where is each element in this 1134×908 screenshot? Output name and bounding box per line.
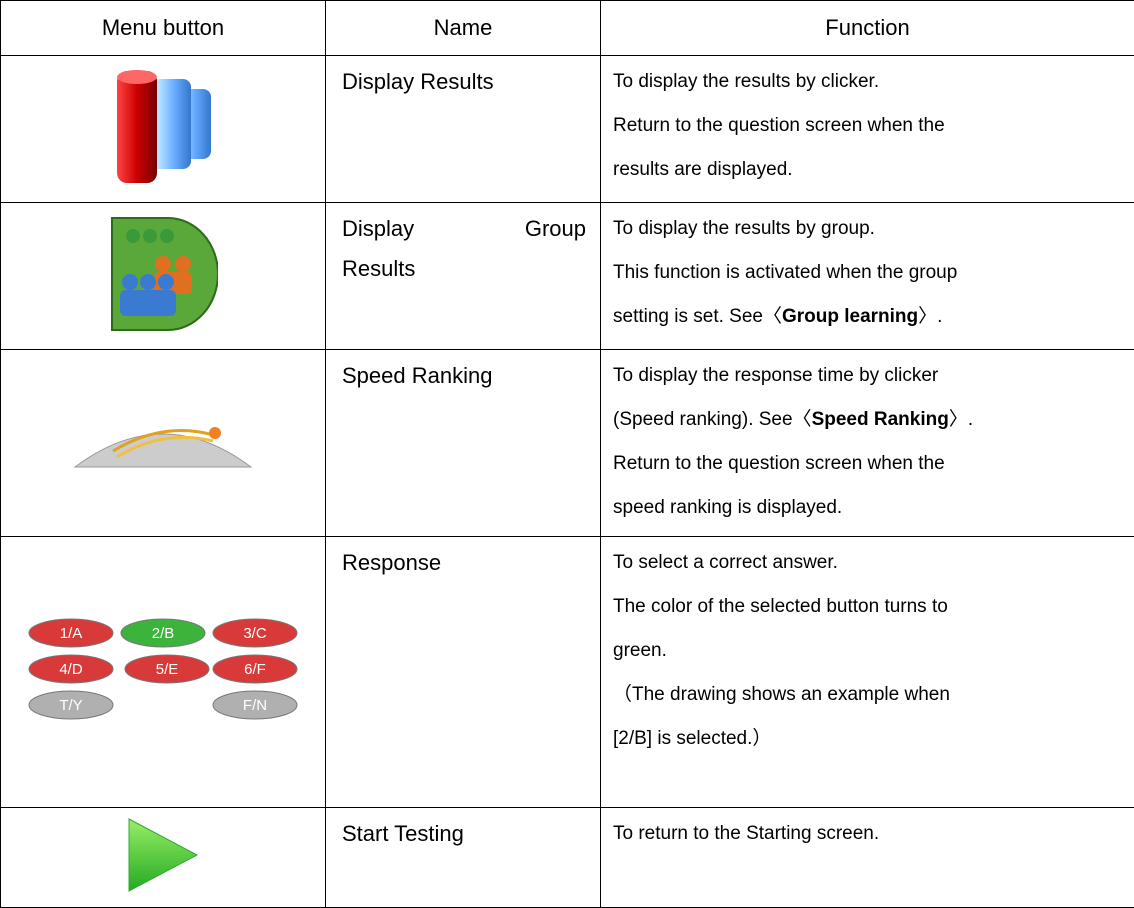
function-text: results are displayed. [613,159,793,180]
start-icon [123,815,203,895]
button-label: 2/B [152,624,175,641]
function-line: setting is set. See〈Group learning〉. [613,295,1124,339]
table-row: Display Results To display the results by… [1,56,1134,203]
function-line: [2/B] is selected.） [613,717,1124,761]
icon-cell [1,203,326,350]
header-cell: Name [326,1,601,56]
function-text: This function is activated when the grou… [613,262,957,283]
icon-cell [1,350,326,537]
function-text: 〉. [918,306,942,327]
function-line: speed ranking is displayed. [613,486,1124,530]
function-line: (Speed ranking). See〈Speed Ranking〉. [613,398,1124,442]
function-cell: To display the results by clicker. Return… [601,56,1134,203]
button-label: 1/A [60,624,83,641]
button-label: F/N [243,696,267,713]
function-text: （The drawing shows an example when [613,684,950,705]
function-text: Return to the question screen when the [613,453,945,474]
name-line: Display Group [342,209,586,249]
function-line: To display the response time by clicker [613,354,1124,398]
function-cell: To display the results by group. This fun… [601,203,1134,350]
function-text: (Speed ranking). See〈 [613,409,812,430]
name-cell: Start Testing [326,808,601,908]
function-cell: To select a correct answer. The color of … [601,537,1134,808]
header-cell: Menu button [1,1,326,56]
button-label: 4/D [59,660,83,677]
button-label: 3/C [243,624,267,641]
function-line: Return to the question screen when the [613,104,1124,148]
function-text: The color of the selected button turns t… [613,596,948,617]
table-body: Display Results To display the results by… [1,56,1134,908]
name-line: Results [342,249,586,289]
function-cell: To return to the Starting screen. [601,808,1134,908]
name-cell: Display Results [326,56,601,203]
button-label: 6/F [244,660,266,677]
function-text: To return to the Starting screen. [613,823,879,844]
page: Menu button Name Function Display Result… [0,0,1134,877]
function-text: speed ranking is displayed. [613,497,842,518]
speed-icon [73,411,253,471]
header-row: Menu button Name Function [1,1,1134,56]
name-cell: Speed Ranking [326,350,601,537]
function-line: green. [613,629,1124,673]
function-text: green. [613,640,667,661]
function-line: To return to the Starting screen. [613,812,1124,856]
icon-cell: 1/A 2/B 3/C 4/D 5/E 6/F T/Y F/N [1,537,326,808]
function-line: Return to the question screen when the [613,442,1124,486]
function-text: To select a correct answer. [613,552,838,573]
function-cell: To display the response time by clicker (… [601,350,1134,537]
name-line: Speed Ranking [342,356,586,396]
name-line: Start Testing [342,814,586,854]
function-line: （The drawing shows an example when [613,673,1124,717]
function-text: To display the results by group. [613,218,875,239]
results-icon [103,67,223,187]
buttons-icon: 1/A 2/B 3/C 4/D 5/E 6/F T/Y F/N [23,615,303,725]
function-text: Speed Ranking [812,409,949,430]
function-text: setting is set. See〈 [613,306,782,327]
function-text: 〉. [949,409,973,430]
icon-cell [1,808,326,908]
function-line: To display the results by group. [613,207,1124,251]
function-text: To display the response time by clicker [613,365,938,386]
function-line: The color of the selected button turns t… [613,585,1124,629]
function-line: This function is activated when the grou… [613,251,1124,295]
table-row: 1/A 2/B 3/C 4/D 5/E 6/F T/Y F/N Response To selec… [1,537,1134,808]
name-line: Response [342,543,586,583]
header-cell: Function [601,1,1134,56]
button-label: 5/E [156,660,179,677]
function-text: To display the results by clicker. [613,71,879,92]
function-line: To select a correct answer. [613,541,1124,585]
function-line: To display the results by clicker. [613,60,1124,104]
icon-cell [1,56,326,203]
button-label: T/Y [59,696,82,713]
name-line: Display Results [342,62,586,102]
function-text: Group learning [782,306,918,327]
table-row: Start Testing To return to the Starting s… [1,808,1134,908]
function-line: results are displayed. [613,148,1124,192]
name-cell: Response [326,537,601,808]
function-text: Return to the question screen when the [613,115,945,136]
group-icon [108,214,218,334]
function-text: [2/B] is selected.） [613,728,771,749]
